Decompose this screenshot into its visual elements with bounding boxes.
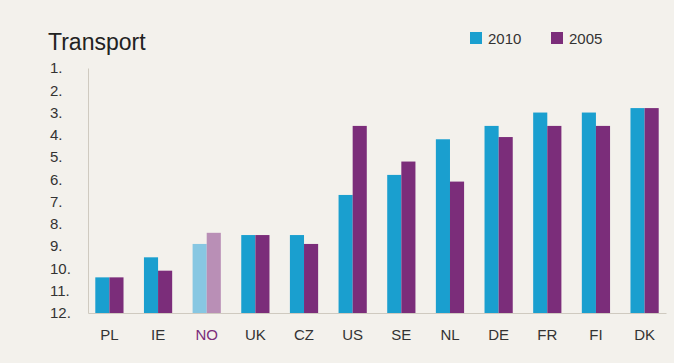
- bar: [207, 233, 221, 313]
- y-tick: 2.: [50, 82, 88, 99]
- x-tick-label: NO: [195, 326, 218, 343]
- x-tick-label: FR: [537, 326, 557, 343]
- bar: [533, 113, 547, 313]
- y-tick-label: 11.: [50, 282, 70, 299]
- bar: [582, 113, 596, 313]
- x-tick: CZ: [294, 313, 314, 343]
- bar: [547, 126, 561, 313]
- bar: [596, 126, 610, 313]
- y-tick: 12.: [50, 304, 88, 321]
- legend-swatch: [551, 32, 563, 44]
- y-tick: 11.: [50, 282, 88, 299]
- legend-swatch: [470, 32, 482, 44]
- x-tick: NO: [195, 313, 218, 343]
- x-tick: US: [342, 313, 363, 343]
- y-tick-label: 9.: [50, 237, 63, 254]
- bar: [485, 126, 499, 313]
- y-tick: 10.: [50, 260, 88, 277]
- bar: [95, 277, 109, 313]
- y-tick: 6.: [50, 171, 88, 188]
- bar: [401, 162, 415, 313]
- x-axis: PL IE NO UK CZ US SE NL DE FR FI DK: [89, 313, 667, 343]
- legend: 2010 2005: [470, 30, 602, 47]
- bars: [95, 108, 658, 313]
- x-tick: DK: [634, 313, 655, 343]
- legend-label: 2005: [569, 30, 602, 47]
- y-tick: 1.: [50, 59, 88, 76]
- bar: [339, 195, 353, 313]
- y-tick-label: 10.: [50, 260, 71, 277]
- y-tick: 7.: [50, 193, 88, 210]
- title: Transport: [48, 29, 146, 55]
- y-tick-label: 7.: [50, 193, 63, 210]
- y-tick: 5.: [50, 148, 88, 165]
- x-tick-label: CZ: [294, 326, 314, 343]
- y-tick: 8.: [50, 215, 88, 232]
- bar: [436, 139, 450, 313]
- x-axis-line: [89, 313, 667, 314]
- y-tick-label: 8.: [50, 215, 63, 232]
- bar: [645, 108, 659, 313]
- x-tick-label: UK: [245, 326, 266, 343]
- y-axis-line: [88, 69, 89, 314]
- y-tick-label: 2.: [50, 82, 63, 99]
- x-tick-label: NL: [440, 326, 459, 343]
- bar: [387, 175, 401, 313]
- x-tick-label: IE: [151, 326, 165, 343]
- x-tick: UK: [245, 313, 266, 343]
- bar: [144, 257, 158, 313]
- x-tick-label: SE: [391, 326, 411, 343]
- x-tick-label: FI: [589, 326, 602, 343]
- bar: [109, 277, 123, 313]
- x-tick: IE: [151, 313, 165, 343]
- y-tick-label: 5.: [50, 148, 63, 165]
- bar: [630, 108, 644, 313]
- bar: [290, 235, 304, 313]
- y-tick-label: 12.: [50, 304, 71, 321]
- y-tick: 9.: [50, 237, 88, 254]
- bar: [241, 235, 255, 313]
- bar: [255, 235, 269, 313]
- bar: [193, 244, 207, 313]
- x-tick: SE: [391, 313, 411, 343]
- x-tick: PL: [100, 313, 118, 343]
- x-tick: DE: [488, 313, 509, 343]
- bar: [353, 126, 367, 313]
- y-tick: 3.: [50, 104, 88, 121]
- bar: [499, 137, 513, 313]
- y-tick: 4.: [50, 126, 88, 143]
- x-tick-label: US: [342, 326, 363, 343]
- y-tick-label: 3.: [50, 104, 63, 121]
- bar: [450, 182, 464, 313]
- bar: [158, 271, 172, 313]
- y-tick-label: 6.: [50, 171, 63, 188]
- y-axis: 1. 2. 3. 4. 5. 6. 7. 8. 9. 10. 11. 12.: [50, 59, 89, 321]
- x-tick-label: DK: [634, 326, 655, 343]
- y-tick-label: 1.: [50, 59, 63, 76]
- y-tick-label: 4.: [50, 126, 63, 143]
- x-tick-label: DE: [488, 326, 509, 343]
- bar: [304, 244, 318, 313]
- x-tick: FR: [537, 313, 557, 343]
- background: [0, 0, 674, 363]
- legend-label: 2010: [488, 30, 521, 47]
- x-tick-label: PL: [100, 326, 118, 343]
- x-tick: FI: [589, 313, 602, 343]
- x-tick: NL: [440, 313, 459, 343]
